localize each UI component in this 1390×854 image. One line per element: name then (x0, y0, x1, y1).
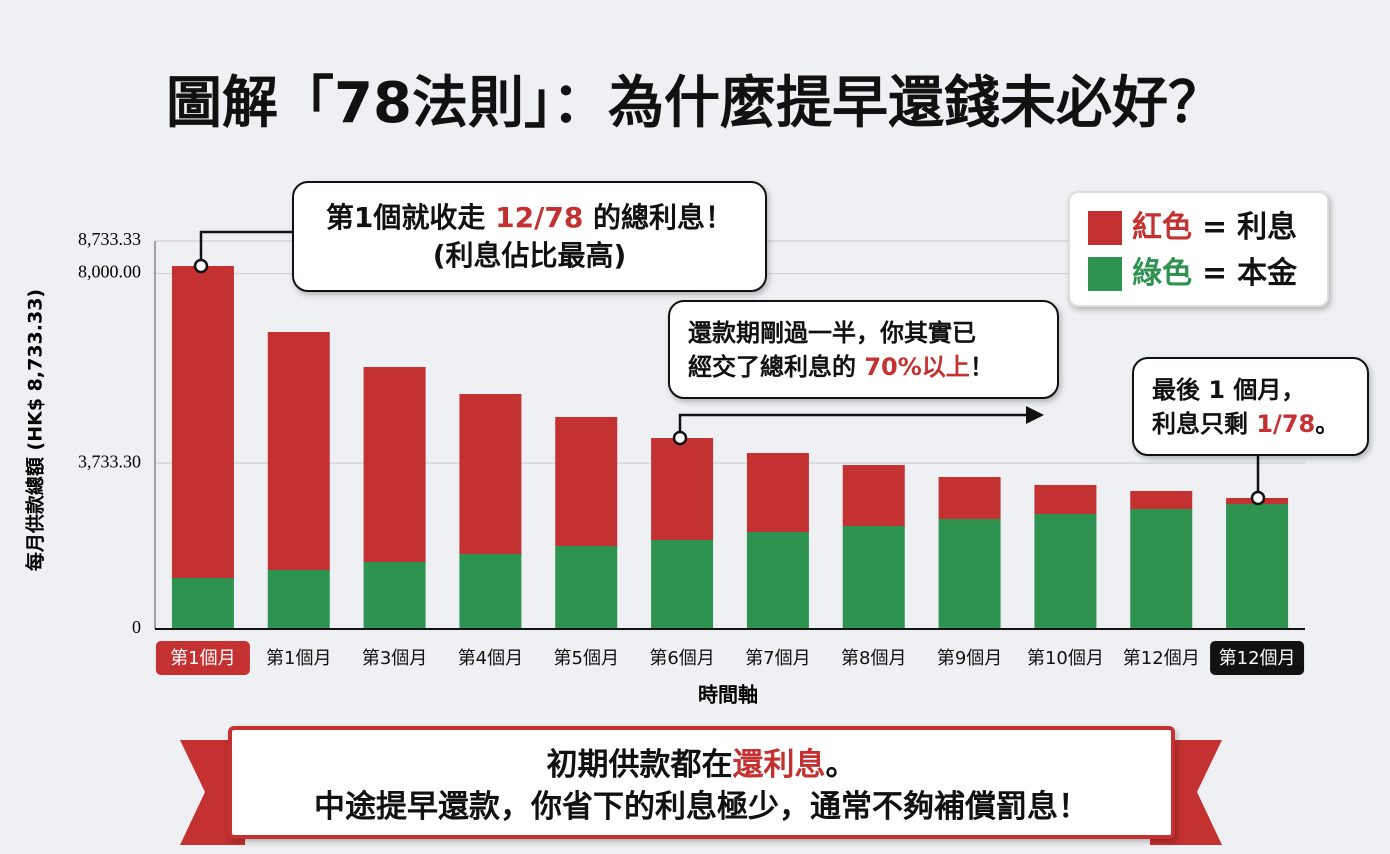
x-tick-label: 第3個月 (362, 648, 427, 669)
bar-segment (171, 265, 234, 578)
y-tick-label: 3,733.30 (78, 451, 141, 471)
bar-segment (651, 540, 714, 629)
bar-segment (651, 438, 714, 541)
legend: 紅色 = 利息綠色 = 本金 (1068, 191, 1329, 307)
x-axis-label: 時間軸 (698, 683, 758, 707)
text-part: 70%以上 (864, 353, 970, 381)
text-line: 第1個就收走 12/78 的總利息！ (294, 199, 765, 237)
connector-dot (1250, 490, 1266, 506)
x-tick-label: 第12個月 (1219, 648, 1296, 669)
text-line: 中途提早還款，你省下的利息極少，通常不夠補償罰息！ (232, 786, 1171, 828)
x-tick-label: 第1個月 (266, 648, 331, 669)
y-tick-label: 0 (132, 617, 141, 637)
text-part: 經交了總利息的 (688, 353, 865, 381)
bar-segment (842, 465, 905, 527)
text-part: 最後 1 個月， (1152, 376, 1306, 404)
connector-dot (672, 430, 688, 446)
bar-segment (1226, 503, 1289, 629)
callout: 最後 1 個月， 利息只剩 1/78。 (1132, 357, 1369, 456)
legend-label: 利息 (1237, 210, 1298, 245)
bar-segment (555, 546, 618, 629)
text-part: (利息佔比最高) (432, 239, 627, 272)
x-tick-label: 第12個月 (1123, 648, 1200, 669)
text-part: ！ (969, 353, 994, 381)
legend-color-label: 綠色 (1132, 256, 1192, 291)
bar-segment (1034, 484, 1097, 514)
y-tick-label: 8,733.33 (78, 229, 141, 249)
text-line: 還款期剛過一半，你其實已 (688, 316, 1057, 350)
bar-segment (1130, 509, 1193, 629)
legend-equals: = (1202, 210, 1228, 245)
legend-equals: = (1202, 256, 1228, 291)
x-tick-highlight (1210, 641, 1305, 675)
text-part: 。 (825, 747, 857, 783)
bar-segment (459, 554, 522, 629)
text-line: 經交了總利息的 70%以上！ (688, 350, 1057, 384)
bar-segment (555, 416, 618, 547)
x-tick-label: 第7個月 (745, 648, 810, 669)
text-line: 利息只剩 1/78。 (1152, 407, 1367, 441)
connector (678, 413, 1030, 438)
bar-segment (267, 332, 330, 571)
text-line: 初期供款都在還利息。 (232, 744, 1171, 786)
x-tick-label: 第4個月 (458, 648, 523, 669)
text-line: 最後 1 個月， (1152, 373, 1367, 407)
bar-segment (267, 570, 330, 629)
text-part: 。 (1315, 410, 1340, 438)
x-tick-label: 第9個月 (937, 648, 1002, 669)
legend-entry: 紅色 = 利息 (1088, 205, 1327, 251)
text-part: 的總利息！ (583, 201, 734, 234)
x-tick-label: 第8個月 (841, 648, 906, 669)
callout: 還款期剛過一半，你其實已 經交了總利息的 70%以上！ (668, 300, 1059, 399)
x-tick-label: 第1個月 (170, 648, 235, 669)
y-tick-label: 8,000.00 (78, 262, 141, 282)
x-tick-label: 第6個月 (649, 648, 714, 669)
bar-segment (746, 453, 809, 533)
bar-segment (171, 577, 234, 629)
y-axis-label: 每月供款總額 (HK$ 8,733.33) (24, 289, 47, 571)
legend-label: 本金 (1237, 256, 1298, 291)
callout: 第1個就收走 12/78 的總利息！ (利息佔比最高) (292, 181, 767, 292)
bar-segment (459, 393, 522, 555)
text-part: 初期供款都在 (546, 747, 733, 783)
legend-swatch (1088, 257, 1122, 291)
text-part: 12/78 (495, 201, 584, 234)
text-part: 還款期剛過一半，你其實已 (688, 319, 976, 347)
bar-segment (938, 477, 1001, 519)
legend-swatch (1088, 211, 1122, 245)
arrow-head (1026, 406, 1044, 424)
connector-dot (193, 258, 209, 274)
bar-segment (363, 367, 426, 563)
text-part: 利息只剩 (1152, 410, 1257, 438)
bar-segment (938, 518, 1001, 629)
text-part: 第1個就收走 (325, 201, 496, 234)
text-part: 中途提早還款，你省下的利息極少，通常不夠補償罰息！ (314, 789, 1089, 825)
connector (199, 230, 292, 266)
bar-segment (842, 526, 905, 629)
text-line: (利息佔比最高) (294, 237, 765, 275)
text-part: 還利息 (732, 747, 826, 783)
legend-entry: 綠色 = 本金 (1088, 251, 1327, 297)
bar-segment (746, 532, 809, 629)
banner: 初期供款都在還利息。 中途提早還款，你省下的利息極少，通常不夠補償罰息！ (228, 726, 1175, 839)
x-tick-label: 第10個月 (1027, 648, 1104, 669)
x-tick-highlight (155, 641, 250, 675)
chart-title: 圖解「78法則」：為什麼提早還錢未必好？ (166, 71, 1224, 136)
legend-color-label: 紅色 (1132, 210, 1192, 245)
bar-segment (1130, 491, 1193, 510)
bar-segment (363, 562, 426, 629)
text-part: 1/78 (1256, 410, 1316, 438)
x-tick-label: 第5個月 (554, 648, 619, 669)
bar-segment (1034, 513, 1097, 629)
